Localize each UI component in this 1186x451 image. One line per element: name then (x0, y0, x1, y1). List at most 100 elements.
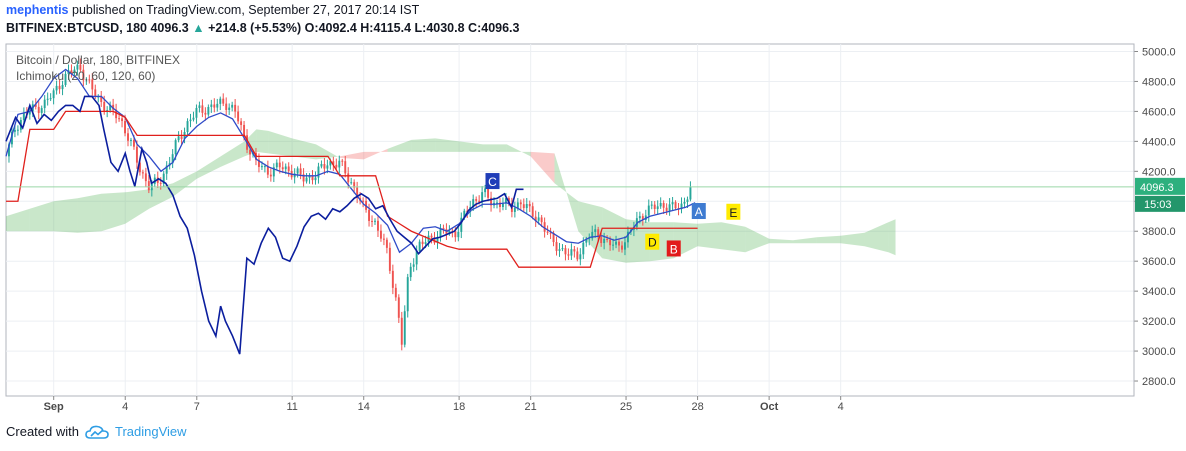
tradingview-link[interactable]: TradingView (114, 424, 187, 439)
annotation-label-b: B (670, 242, 678, 256)
candle-body (171, 154, 174, 164)
candle-body (472, 199, 475, 208)
candle-body (680, 203, 683, 210)
candle-body (49, 98, 52, 100)
candle-body (94, 89, 97, 97)
cloud-segment-green (220, 141, 245, 167)
price-tick-label: 2800.0 (1142, 376, 1176, 388)
candle-body (82, 69, 85, 81)
candle-body (162, 173, 165, 184)
close-label: C: (468, 21, 482, 35)
candle-body (665, 207, 668, 211)
last-price-label: 4096.3 (1140, 182, 1174, 194)
candle-body (513, 207, 516, 212)
cloud-segment-green (745, 226, 770, 253)
candle-body (406, 277, 409, 312)
cloud-segment-green (721, 222, 746, 253)
annotation-marker-d (645, 233, 660, 250)
candle-body (189, 119, 192, 122)
candle-body (585, 239, 588, 243)
candle-body (540, 217, 543, 223)
cloud-segment-red (530, 151, 555, 184)
cloud-segment-green (149, 183, 173, 209)
candle-body (281, 167, 284, 170)
candle-body (436, 237, 439, 243)
cloud-segment-green (292, 138, 317, 160)
candle-body (228, 107, 231, 110)
series-base-line (6, 110, 698, 268)
candle-body (79, 64, 82, 70)
candle-body (213, 104, 216, 108)
close-value: 4096.3 (481, 21, 520, 35)
candle-body (121, 118, 124, 122)
candle-body (320, 163, 323, 167)
footer: Created with TradingView (6, 424, 187, 439)
cloud-segment-green (6, 208, 30, 232)
indicator-label: Ichimoku (20, 60, 120, 60) (16, 69, 155, 83)
time-tick-label: Sep (44, 401, 64, 413)
candle-body (124, 121, 126, 134)
candle-body (344, 161, 347, 174)
candle-body (10, 131, 13, 145)
candle-body (210, 104, 213, 107)
created-with-text: Created with (6, 424, 79, 439)
candle-body (549, 232, 552, 234)
series-conversion-line (5, 68, 696, 254)
annotation-label-a: A (695, 205, 703, 219)
author-link[interactable]: mephentis (6, 3, 69, 17)
candle-body (594, 229, 597, 232)
cloud-segment-red (339, 151, 364, 160)
candle-body (674, 202, 677, 209)
candle-body (323, 163, 326, 169)
candle-body (394, 287, 397, 298)
candle-body (76, 64, 79, 70)
cloud-segment-green (602, 207, 627, 263)
candle-body (40, 108, 43, 113)
time-tick-label: 4 (838, 401, 844, 413)
candle-body (504, 198, 507, 204)
candle-body (481, 192, 484, 202)
candle-body (305, 177, 308, 182)
candle-body (570, 249, 573, 256)
candle-body (91, 79, 94, 90)
candle-body (356, 187, 359, 199)
candle-body (362, 200, 365, 202)
time-tick-label: 21 (525, 401, 537, 413)
candle-body (656, 206, 659, 209)
candle-body (243, 124, 246, 136)
candle-body (159, 182, 162, 184)
candle-body (397, 297, 400, 318)
annotation-label-e: E (729, 206, 737, 220)
candle-body (174, 140, 177, 155)
candle-body (141, 172, 144, 174)
candle-body (650, 204, 653, 206)
candle-body (686, 199, 689, 202)
candle-body (55, 85, 58, 91)
candle-body (144, 173, 147, 182)
candle-body (388, 247, 391, 271)
candle-body (659, 203, 662, 207)
time-tick-label: 28 (691, 401, 703, 413)
candle-body (374, 220, 376, 222)
price-tick-label: 3800.0 (1142, 226, 1176, 238)
candle-body (418, 241, 421, 251)
published-text: published on TradingView.com, September … (72, 3, 420, 17)
candle-body (522, 204, 525, 209)
candle-body (626, 231, 629, 243)
candle-body (525, 204, 528, 209)
symbol-label: BITFINEX:BTCUSD, 180 (6, 21, 147, 35)
candle-body (204, 112, 207, 115)
candle-body (460, 217, 463, 232)
last-price: 4096.3 (150, 21, 189, 35)
candle-body (115, 109, 118, 119)
time-tick-label: 25 (620, 401, 632, 413)
candle-body (439, 227, 442, 238)
candle-body (284, 166, 287, 170)
cloud-segment-red (363, 148, 388, 160)
price-tick-label: 3600.0 (1142, 256, 1176, 268)
candle-body (496, 202, 498, 204)
cloud-segment-green (506, 144, 531, 157)
candle-body (118, 118, 121, 120)
cloud-segment-green (792, 237, 817, 244)
